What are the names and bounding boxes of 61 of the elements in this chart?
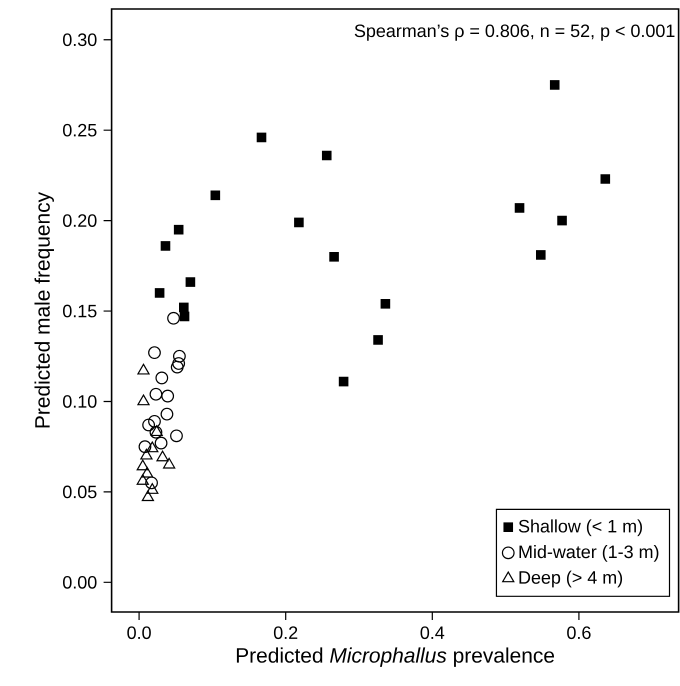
point	[186, 277, 196, 287]
point	[514, 203, 524, 213]
point	[256, 132, 266, 142]
point	[148, 414, 161, 428]
point	[145, 476, 158, 490]
point	[155, 372, 168, 384]
legend-label: Mid-water (1-3 m)	[520, 545, 658, 562]
point	[136, 460, 149, 470]
point	[150, 388, 162, 401]
point	[173, 350, 186, 363]
y-tick-label: 0.30	[63, 33, 97, 46]
point	[557, 216, 567, 226]
legend-label: Shallow (< 1 m)	[518, 519, 642, 536]
y-tick-label: 0.05	[63, 486, 96, 498]
point	[600, 174, 610, 184]
point	[156, 450, 169, 462]
x-tick-label: 0.0	[127, 626, 151, 640]
point	[210, 190, 220, 200]
point	[329, 252, 339, 262]
point	[148, 346, 161, 360]
point	[142, 490, 154, 502]
point	[140, 448, 153, 460]
point	[172, 357, 186, 370]
point	[179, 302, 189, 312]
point	[154, 436, 168, 450]
point	[167, 312, 180, 325]
point	[141, 466, 154, 478]
point	[294, 218, 304, 228]
x-tick-label: 0.6	[567, 626, 591, 640]
x-tick-label: 0.4	[420, 626, 444, 640]
legend-label: Deep (> 4 m)	[520, 570, 622, 588]
point	[137, 364, 150, 375]
point	[138, 440, 152, 454]
point	[322, 150, 332, 160]
point	[137, 394, 150, 406]
point	[174, 224, 184, 234]
point	[136, 474, 149, 485]
point	[160, 408, 174, 421]
point	[550, 80, 560, 90]
x-axis-title: Predicted Microphallus prevalence	[236, 647, 554, 667]
point	[161, 390, 174, 402]
y-tick-label: 0.20	[63, 214, 97, 227]
point	[146, 441, 158, 452]
annotation: Spearman’s ρ = 0.806, n = 52, p < 0.001	[354, 24, 674, 41]
point	[180, 312, 190, 322]
point	[163, 458, 176, 469]
point	[373, 335, 383, 345]
point	[154, 288, 164, 298]
y-tick-label: 0.00	[63, 576, 97, 589]
y-tick-label: 0.10	[63, 395, 97, 408]
x-tick-label: 0.2	[274, 626, 298, 640]
point	[380, 299, 390, 309]
point	[146, 483, 158, 494]
y-tick-label: 0.25	[63, 124, 96, 137]
point	[170, 429, 183, 442]
point	[160, 241, 170, 251]
point	[338, 376, 348, 386]
y-tick-label: 0.15	[63, 304, 96, 318]
y-axis-title: Predicted male frequency	[34, 192, 54, 428]
point	[170, 360, 184, 374]
point	[536, 250, 546, 260]
